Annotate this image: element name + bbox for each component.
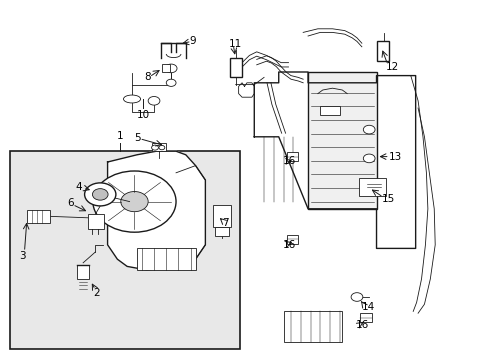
Bar <box>283 311 342 342</box>
Bar <box>137 248 195 270</box>
Bar <box>307 72 376 209</box>
Text: 3: 3 <box>20 251 26 261</box>
Bar <box>286 152 298 161</box>
Text: 7: 7 <box>222 218 229 228</box>
Text: 16: 16 <box>282 156 295 166</box>
Text: 16: 16 <box>282 240 295 250</box>
Text: 9: 9 <box>189 36 196 46</box>
Text: 15: 15 <box>381 194 394 204</box>
Circle shape <box>92 189 108 200</box>
Bar <box>359 313 371 322</box>
Text: 14: 14 <box>361 302 374 312</box>
Bar <box>88 214 103 229</box>
Bar <box>151 143 166 151</box>
Text: 8: 8 <box>144 72 151 82</box>
Text: 12: 12 <box>386 62 399 72</box>
Circle shape <box>165 64 177 73</box>
Bar <box>10 151 239 349</box>
Circle shape <box>151 145 158 150</box>
Circle shape <box>84 183 116 206</box>
Bar <box>162 64 169 72</box>
Text: 16: 16 <box>355 320 368 330</box>
Bar <box>286 235 298 244</box>
Circle shape <box>93 171 176 232</box>
Bar <box>376 41 388 61</box>
Text: 1: 1 <box>116 131 123 141</box>
Bar <box>215 227 228 236</box>
Circle shape <box>121 192 148 212</box>
Circle shape <box>350 293 362 301</box>
Circle shape <box>166 79 176 86</box>
Text: 11: 11 <box>228 39 242 49</box>
Bar <box>229 58 242 77</box>
Circle shape <box>148 96 160 105</box>
Circle shape <box>159 145 164 150</box>
Circle shape <box>363 125 374 134</box>
Bar <box>77 265 89 279</box>
Text: 5: 5 <box>134 132 141 143</box>
Text: 4: 4 <box>76 182 82 192</box>
Ellipse shape <box>123 95 141 103</box>
Polygon shape <box>107 151 205 270</box>
Text: 6: 6 <box>67 198 74 208</box>
Bar <box>359 178 386 196</box>
Circle shape <box>363 154 374 163</box>
Bar <box>320 106 339 115</box>
Bar <box>212 205 231 227</box>
Text: 2: 2 <box>93 288 100 298</box>
Text: 13: 13 <box>388 152 401 162</box>
Bar <box>27 210 50 223</box>
Text: 10: 10 <box>137 110 149 120</box>
